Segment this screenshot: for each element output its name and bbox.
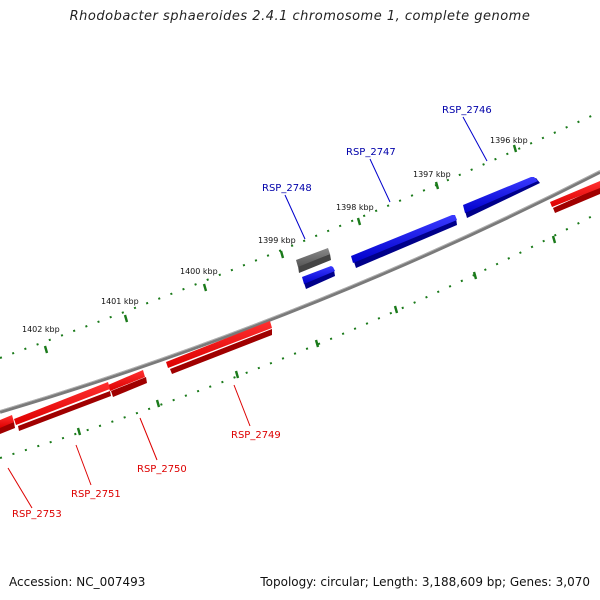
- genome-summary-text: Topology: circular; Length: 3,188,609 bp…: [260, 575, 590, 589]
- gene-label-rsp-2753[interactable]: RSP_2753: [12, 509, 62, 520]
- map-title: Rhodobacter sphaeroides 2.4.1 chromosome…: [69, 9, 531, 24]
- gene-label-rsp-2751[interactable]: RSP_2751: [71, 489, 121, 500]
- gene-label-rsp-2747[interactable]: RSP_2747: [346, 147, 396, 158]
- gene-rsp-2751[interactable]: [14, 382, 111, 431]
- major-ticks-inner: [76, 235, 557, 436]
- outer-tick-ring: [0, 111, 600, 359]
- gene-rsp-2746[interactable]: [463, 177, 540, 218]
- gene-label-rsp-2748[interactable]: RSP_2748: [262, 183, 312, 194]
- gene-rsp-2747[interactable]: [351, 215, 457, 268]
- inner-tick-ring: [0, 211, 600, 459]
- tick-label-1397: 1397 kbp: [413, 170, 451, 179]
- forward-leader-lines: [284, 116, 488, 240]
- gene-rsp-2748-lower[interactable]: [302, 266, 335, 289]
- rna-feature-gray[interactable]: [296, 248, 331, 273]
- tick-label-1400: 1400 kbp: [180, 267, 218, 276]
- gene-rsp-2749[interactable]: [166, 321, 272, 374]
- reverse-leader-lines: [7, 384, 251, 509]
- chromosome-backbone: [0, 170, 600, 414]
- gene-label-rsp-2746[interactable]: RSP_2746: [442, 105, 492, 116]
- tick-label-1402: 1402 kbp: [22, 325, 60, 334]
- tick-label-1396: 1396 kbp: [490, 136, 528, 145]
- tick-label-1401: 1401 kbp: [101, 297, 139, 306]
- gene-rsp-2753[interactable]: [0, 415, 15, 434]
- major-ticks-outer: [43, 144, 518, 354]
- tick-label-1398: 1398 kbp: [336, 203, 374, 212]
- gene-rsp-2750[interactable]: [108, 370, 147, 397]
- gene-label-rsp-2750[interactable]: RSP_2750: [137, 464, 187, 475]
- tick-label-1399: 1399 kbp: [258, 236, 296, 245]
- gene-rsp-2746-neighbor[interactable]: [550, 181, 600, 213]
- accession-text: Accession: NC_007493: [9, 575, 146, 589]
- gene-label-rsp-2749[interactable]: RSP_2749: [231, 430, 281, 441]
